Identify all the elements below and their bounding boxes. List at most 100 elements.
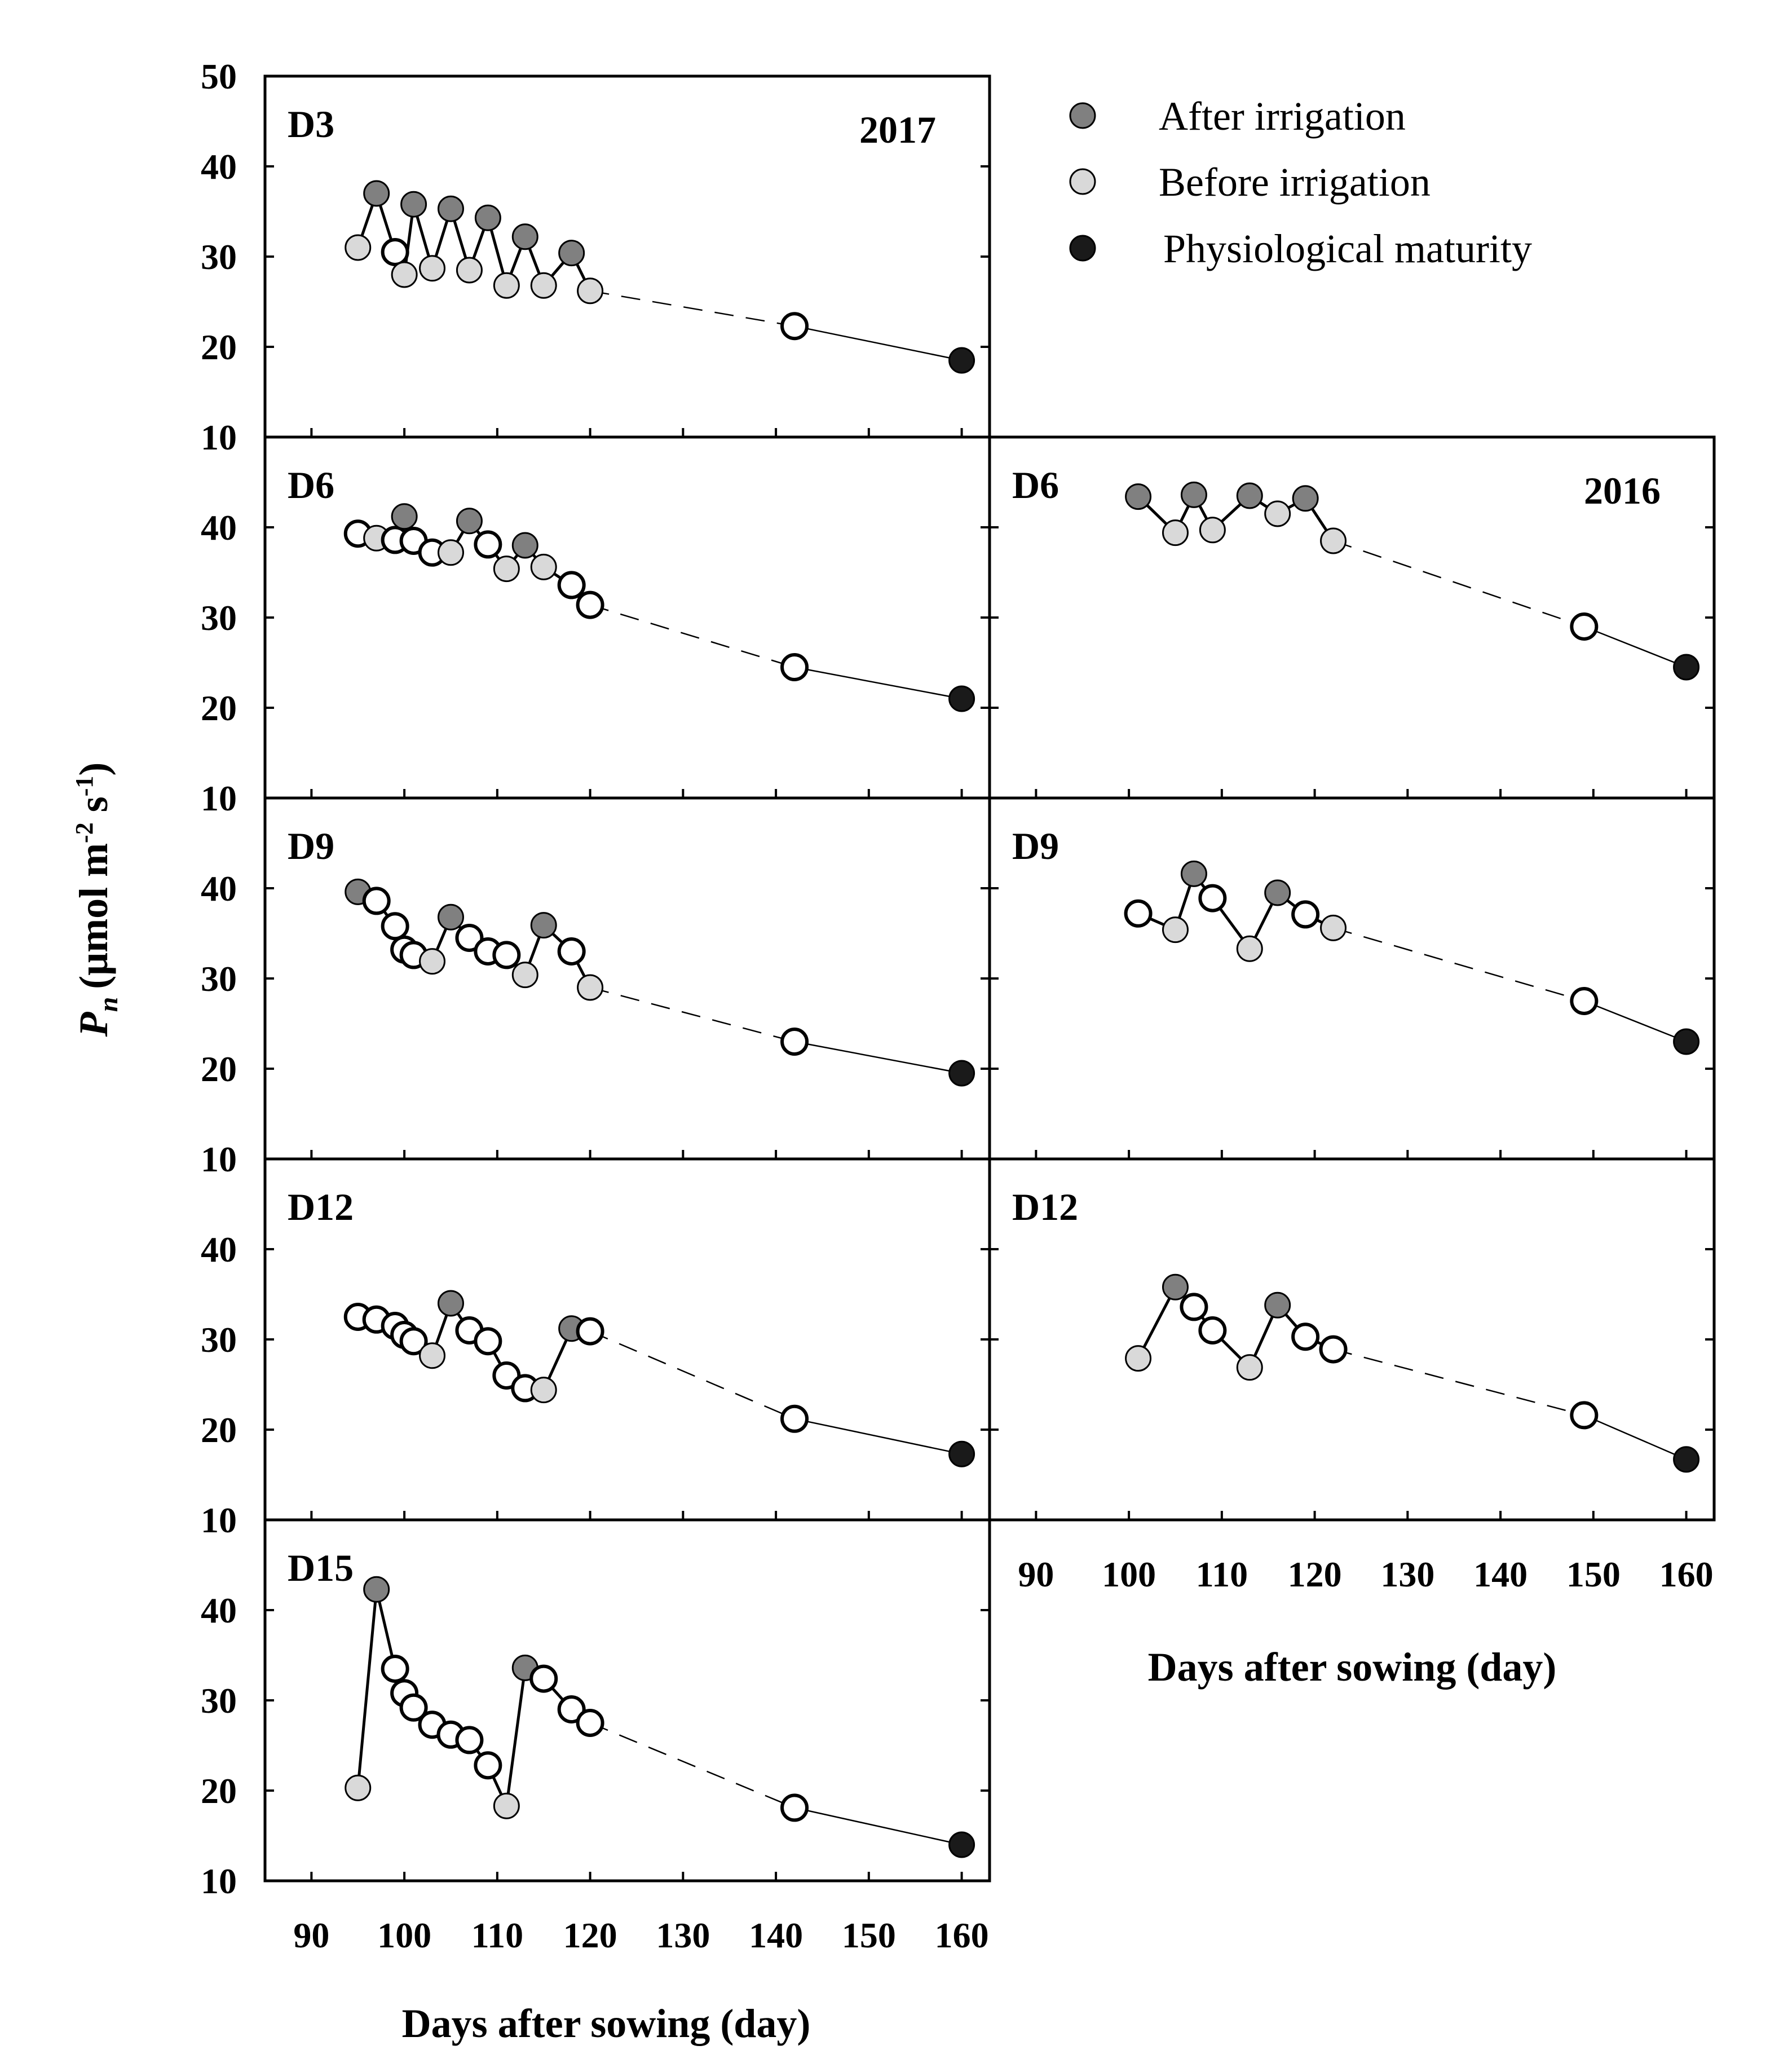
x-tick-label: 140 [749, 1915, 803, 1955]
data-point-before [1125, 1345, 1152, 1372]
panel-label: D6 [288, 464, 334, 506]
data-point-open [381, 238, 409, 266]
data-point-open [1198, 884, 1227, 912]
legend: After irrigation Before irrigation Physi… [1069, 94, 1532, 271]
data-point-open [780, 1404, 809, 1433]
series-line-dashed [590, 604, 795, 668]
data-point-before [493, 272, 520, 299]
series-line [1137, 1286, 1177, 1359]
y-axis-title: Pn (μmol m-2 s-1) [70, 762, 123, 1038]
legend-label-before: Before irrigation [1159, 160, 1431, 205]
panel-2017-D12: 10 20 30 40 D12 [201, 1157, 991, 1540]
data-point-after [1162, 1273, 1189, 1300]
data-point-open [381, 912, 409, 941]
data-point-before [1162, 519, 1189, 546]
series-line [794, 1041, 962, 1074]
y-tick-label: 40 [201, 869, 237, 909]
x-tick-label: 90 [1018, 1554, 1054, 1594]
data-point-maturity [1673, 1028, 1700, 1055]
series-line [1583, 625, 1687, 668]
data-point-after [391, 503, 418, 530]
data-point-maturity [948, 1060, 975, 1087]
data-point-before [577, 277, 604, 305]
data-point-after [1180, 481, 1207, 508]
series-line-dashed [590, 1722, 795, 1809]
x-tick-label: 160 [1659, 1554, 1714, 1594]
data-point-after [1264, 879, 1291, 906]
y-tick-label: 40 [201, 1590, 237, 1630]
data-point-after [363, 1576, 390, 1603]
y-tick-label: 10 [201, 1139, 237, 1179]
y-axis-title-exponent-2: -1 [70, 776, 98, 797]
data-point-after [1264, 1291, 1291, 1319]
panel-frame [988, 796, 1716, 1161]
series-line [1583, 1000, 1687, 1043]
panel-label: D9 [1012, 825, 1059, 867]
data-point-after [530, 912, 557, 939]
data-point-before [577, 974, 604, 1001]
data-point-maturity [948, 1440, 975, 1467]
series-line [505, 1668, 527, 1806]
data-point-open [780, 1793, 809, 1822]
data-point-after [558, 240, 585, 267]
data-point-open [474, 530, 502, 559]
y-tick-label: 20 [201, 1049, 237, 1089]
legend-marker-before [1069, 168, 1096, 195]
data-point-maturity [1673, 654, 1700, 681]
data-point-open [362, 887, 391, 915]
x-axis-title-right: Days after sowing (day) [1148, 1645, 1557, 1690]
y-axis-title-exponent-1: -2 [70, 822, 98, 843]
data-point-open [381, 1655, 409, 1683]
y-tick-label: 40 [201, 1229, 237, 1269]
data-point-open [557, 571, 586, 599]
series-line-dashed [590, 290, 795, 327]
series-line-dashed [1333, 927, 1584, 1002]
x-tick-label: 130 [656, 1915, 710, 1955]
data-point-maturity [948, 347, 975, 374]
data-point-after [511, 532, 538, 559]
data-point-open [1291, 1322, 1320, 1351]
data-point-before [391, 261, 418, 288]
data-point-open [780, 312, 809, 341]
panel-label: D6 [1012, 464, 1059, 506]
x-tick-label: 110 [1196, 1554, 1248, 1594]
data-point-before [1199, 517, 1226, 544]
series-line [356, 1589, 378, 1788]
data-point-open [576, 590, 604, 619]
data-point-open [1291, 900, 1320, 929]
y-tick-label: 50 [201, 56, 237, 96]
data-point-before [345, 1774, 372, 1801]
legend-label-maturity: Physiological maturity [1163, 226, 1532, 271]
data-point-open [557, 937, 586, 966]
y-tick-label: 20 [201, 688, 237, 728]
x-tick-label: 150 [1566, 1554, 1621, 1594]
panel-label: D9 [288, 825, 334, 867]
data-point-open [1570, 612, 1599, 641]
panel-frame [988, 1157, 1716, 1522]
data-point-before [345, 234, 372, 261]
y-tick-label: 10 [201, 1500, 237, 1540]
data-point-after [363, 180, 390, 207]
x-tick-label: 140 [1473, 1554, 1527, 1594]
data-point-after [437, 903, 464, 931]
series-line-dashed [590, 986, 795, 1043]
data-point-after [456, 508, 483, 535]
legend-marker-maturity [1069, 235, 1096, 262]
data-point-open [492, 941, 521, 969]
panel-2017-D15: 10 20 30 40 90 100 110 120 130 140 150 160 D15 [201, 1518, 991, 1955]
series-line [794, 1807, 962, 1846]
data-point-open [780, 1028, 809, 1056]
panel-2017-D3: 10 20 30 40 50 D3 2017 [201, 56, 991, 457]
y-tick-label: 20 [201, 327, 237, 367]
data-point-before [1162, 916, 1189, 944]
y-tick-label: 30 [201, 959, 237, 999]
legend-marker-after [1069, 102, 1096, 129]
y-axis-title-subscript: n [94, 997, 123, 1012]
series-line [794, 1418, 962, 1455]
y-tick-label: 10 [201, 417, 237, 457]
y-tick-label: 40 [201, 147, 237, 187]
data-point-open [576, 1317, 604, 1346]
x-tick-label: 120 [563, 1915, 617, 1955]
data-point-before [456, 257, 483, 284]
